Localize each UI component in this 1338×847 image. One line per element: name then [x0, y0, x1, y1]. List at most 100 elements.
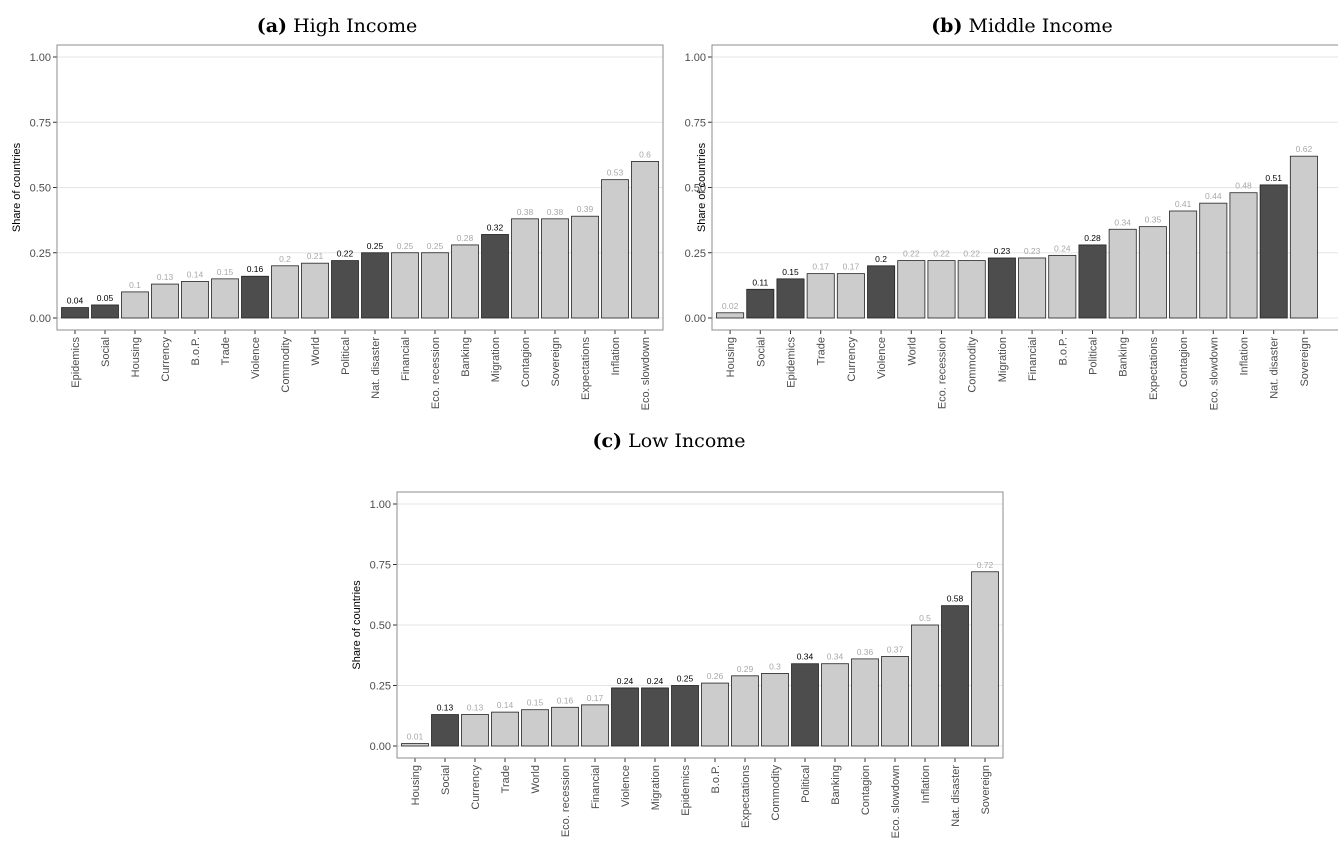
bar-value-label: 0.1: [129, 280, 141, 290]
bar: [776, 278, 805, 319]
x-tick-label: Contagion: [1178, 337, 1190, 387]
bar: [821, 663, 849, 747]
y-tick-label: 0.75: [370, 560, 391, 572]
panel-title-text: Low Income: [622, 430, 745, 452]
bars: 0.04 0.05 0.1 0.13 0.14 0.15 0.16 0.2 0.21 0.22 0.…: [61, 149, 659, 319]
x-tick-label: Housing: [725, 337, 737, 377]
x-tick-label: Sovereign: [980, 765, 992, 815]
bar-value-label: 0.25: [367, 241, 384, 251]
bar: [541, 218, 569, 319]
bar: [1229, 192, 1258, 319]
x-tick-label: Commodity: [770, 765, 782, 821]
bar-value-label: 0.11: [752, 277, 768, 287]
bar-value-label: 0.34: [1114, 217, 1131, 227]
bar: [987, 257, 1016, 319]
bar-value-label: 0.58: [947, 594, 964, 604]
bar-value-label: 0.72: [977, 560, 994, 570]
bar: [121, 291, 149, 319]
bar: [581, 704, 609, 747]
bar: [271, 265, 299, 319]
bar-value-label: 0.2: [875, 254, 887, 264]
panel-c: (c) Low Income 0.00 0.25 0.50 0.75 1.00 Share …: [351, 430, 1004, 838]
bar-value-label: 0.22: [933, 249, 950, 259]
y-tick-label: 0.25: [30, 248, 51, 260]
bar-value-label: 0.21: [307, 251, 324, 261]
x-tick-label: Nat. disaster: [1269, 337, 1281, 399]
bar-value-label: 0.14: [497, 700, 514, 710]
bar-value-label: 0.17: [843, 262, 860, 272]
bar-value-label: 0.04: [67, 296, 84, 306]
bar: [791, 663, 819, 747]
x-tick-label: Eco. recession: [937, 337, 949, 409]
x-tick-label: Financial: [590, 765, 602, 809]
x-tick-label: Expectations: [580, 337, 592, 400]
panel-title: (a) High Income: [257, 15, 418, 37]
x-tick-label: Epidemics: [786, 337, 798, 388]
y-tick-label: 0.00: [685, 313, 706, 325]
bar-value-label: 0.15: [782, 267, 799, 277]
bar: [1138, 226, 1167, 319]
bar: [151, 283, 179, 319]
x-tick-label: Housing: [130, 337, 142, 377]
bar: [806, 273, 835, 319]
bar-value-label: 0.15: [527, 698, 544, 708]
x-tick-label: Inflation: [920, 765, 932, 804]
bar: [391, 252, 419, 319]
bar: [927, 260, 956, 319]
x-tick-label: Sovereign: [550, 337, 562, 387]
x-tick-label: Epidemics: [70, 337, 82, 388]
bar-value-label: 0.35: [1145, 215, 1162, 225]
panel-label: (a): [257, 15, 287, 37]
bar-value-label: 0.44: [1205, 191, 1222, 201]
y-tick-label: 1.00: [30, 52, 51, 64]
x-tick-label: Inflation: [610, 337, 622, 376]
bar: [716, 312, 745, 319]
y-axis-label: Share of countries: [351, 580, 363, 670]
bar: [761, 673, 789, 747]
bar-value-label: 0.37: [887, 644, 904, 654]
plot-frame: [396, 491, 1004, 759]
x-tick-label: Currency: [846, 337, 858, 382]
x-tick-label: Trade: [816, 337, 828, 365]
bars: 0.01 0.13 0.13 0.14 0.15 0.16 0.17 0.24 0.24 0.25…: [401, 560, 999, 747]
bar: [431, 714, 459, 747]
bar-value-label: 0.13: [437, 703, 454, 713]
bar-value-label: 0.38: [547, 207, 564, 217]
x-tick-label: Inflation: [1239, 337, 1251, 376]
bar-value-label: 0.24: [617, 676, 634, 686]
bar-value-label: 0.02: [722, 301, 739, 311]
bar-value-label: 0.22: [903, 249, 920, 259]
bar: [241, 275, 269, 319]
x-tick-label: Banking: [1118, 337, 1130, 377]
bar: [91, 304, 119, 319]
bar-value-label: 0.05: [97, 293, 114, 303]
bar: [1289, 155, 1318, 319]
x-tick-label: B.o.P.: [1057, 337, 1069, 366]
x-tick-label: Contagion: [520, 337, 532, 387]
x-tick-label: Social: [100, 337, 112, 367]
bar-value-label: 0.51: [1265, 173, 1282, 183]
x-tick-label: Expectations: [1148, 337, 1160, 400]
y-tick-label: 1.00: [685, 52, 706, 64]
y-tick-label: 0.50: [685, 183, 706, 195]
bar: [671, 685, 699, 747]
x-tick-label: Trade: [220, 337, 232, 365]
bar: [911, 624, 939, 747]
x-tick-label: Political: [1088, 337, 1100, 375]
bar-value-label: 0.13: [467, 703, 484, 713]
x-tick-label: World: [906, 337, 918, 366]
x-tick-label: Currency: [160, 337, 172, 382]
y-tick-label: 0.00: [30, 313, 51, 325]
bar: [957, 260, 986, 319]
bar: [521, 709, 549, 747]
x-tick-label: Financial: [400, 337, 412, 381]
bar-value-label: 0.26: [707, 671, 724, 681]
y-tick-label: 1.00: [370, 499, 391, 511]
bar: [181, 281, 209, 319]
bar-value-label: 0.6: [639, 149, 651, 159]
x-tick-label: Migration: [997, 337, 1009, 382]
bar-value-label: 0.53: [607, 168, 624, 178]
y-tick-label: 0.75: [685, 117, 706, 129]
panel-label: (b): [931, 15, 962, 37]
bar: [551, 706, 579, 747]
